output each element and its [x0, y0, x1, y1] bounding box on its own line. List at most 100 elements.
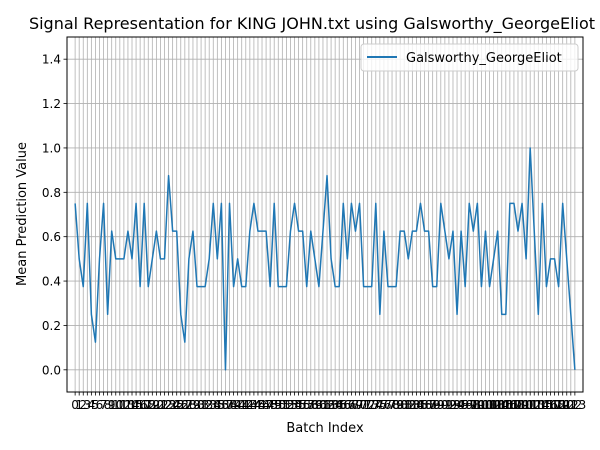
data-point: [261, 230, 263, 232]
data-point: [281, 286, 283, 288]
data-point: [237, 258, 239, 260]
x-tick-label: 2: [79, 398, 87, 412]
data-point: [164, 258, 166, 260]
legend: Galsworthy_GeorgeEliot: [360, 43, 579, 72]
data-point: [273, 202, 275, 204]
data-point: [302, 230, 304, 232]
x-tick-label: 95: [453, 398, 468, 412]
x-tick-label: 70: [352, 398, 367, 412]
x-tick-label: 6: [96, 398, 104, 412]
x-tick-label: 90: [433, 398, 448, 412]
data-point: [208, 258, 210, 260]
x-tick-label: 122: [559, 398, 582, 412]
x-tick-label: 100: [470, 398, 493, 412]
data-point: [489, 286, 491, 288]
x-tick-label: 58: [303, 398, 318, 412]
data-point: [172, 230, 174, 232]
x-tick-label: 27: [177, 398, 192, 412]
data-point: [346, 258, 348, 260]
data-point: [407, 258, 409, 260]
data-point: [554, 258, 556, 260]
data-point: [460, 230, 462, 232]
data-point: [480, 286, 482, 288]
x-tick-label: 68: [344, 398, 359, 412]
data-point: [322, 230, 324, 232]
x-tick-label: 69: [348, 398, 363, 412]
x-tick-label: 96: [458, 398, 473, 412]
data-point: [131, 258, 133, 260]
x-tick-label: 71: [356, 398, 371, 412]
series-layer: [74, 147, 576, 371]
x-tick-label: 114: [527, 398, 550, 412]
data-point: [330, 258, 332, 260]
x-tick-label: 33: [202, 398, 217, 412]
data-point: [326, 175, 328, 177]
data-point: [176, 230, 178, 232]
data-point: [265, 230, 267, 232]
data-point: [350, 202, 352, 204]
x-tick-label: 79: [388, 398, 403, 412]
x-axis-label: Batch Index: [286, 421, 364, 436]
data-point: [549, 258, 551, 260]
x-tick-label: 34: [206, 398, 221, 412]
y-tick-label: 0.4: [42, 275, 61, 289]
x-tick-label: 111: [515, 398, 538, 412]
plot-frame: [66, 36, 584, 393]
data-point: [529, 147, 531, 149]
x-tick-label: 73: [364, 398, 379, 412]
data-point: [107, 313, 109, 315]
x-tick-label: 44: [246, 398, 261, 412]
x-tick-label: 119: [547, 398, 570, 412]
data-point: [375, 202, 377, 204]
data-point: [383, 230, 385, 232]
data-point: [558, 286, 560, 288]
x-tick-label: 66: [336, 398, 351, 412]
x-tick-label: 17: [137, 398, 152, 412]
data-point: [444, 230, 446, 232]
x-tick-label: 36: [214, 398, 229, 412]
data-point: [363, 286, 365, 288]
data-point: [298, 230, 300, 232]
x-tick-label: 5: [92, 398, 100, 412]
x-tick-label: 92: [441, 398, 456, 412]
data-point: [428, 230, 430, 232]
x-tick-label: 107: [498, 398, 521, 412]
x-tick-label: 19: [145, 398, 160, 412]
data-point: [509, 202, 511, 204]
data-point: [472, 230, 474, 232]
data-point: [139, 286, 141, 288]
x-tick-label: 12: [116, 398, 131, 412]
data-point: [216, 258, 218, 260]
x-tick-label: 3: [83, 398, 91, 412]
data-point: [484, 230, 486, 232]
data-point: [318, 286, 320, 288]
data-point: [99, 258, 101, 260]
x-tick-label: 41: [234, 398, 249, 412]
x-tick-label: 93: [445, 398, 460, 412]
data-point: [367, 286, 369, 288]
x-tick-label: 13: [120, 398, 135, 412]
x-tick-label: 42: [238, 398, 253, 412]
data-point: [501, 313, 503, 315]
x-tick-label: 97: [462, 398, 477, 412]
legend-box: [360, 43, 579, 72]
y-tick-label: 0.0: [42, 363, 61, 377]
x-tick-label: 80: [393, 398, 408, 412]
x-tick-label: 43: [242, 398, 257, 412]
y-tick-label: 0.2: [42, 319, 61, 333]
x-tick-label: 76: [376, 398, 391, 412]
data-point: [354, 230, 356, 232]
x-tick-label: 62: [319, 398, 334, 412]
data-point: [334, 286, 336, 288]
x-tick-label: 37: [218, 398, 233, 412]
data-point: [277, 286, 279, 288]
data-point: [424, 230, 426, 232]
data-point: [359, 202, 361, 204]
data-point: [294, 202, 296, 204]
data-point: [188, 258, 190, 260]
data-point: [505, 313, 507, 315]
x-tick-label: 65: [332, 398, 347, 412]
data-point: [493, 258, 495, 260]
x-tick-label: 120: [551, 398, 574, 412]
